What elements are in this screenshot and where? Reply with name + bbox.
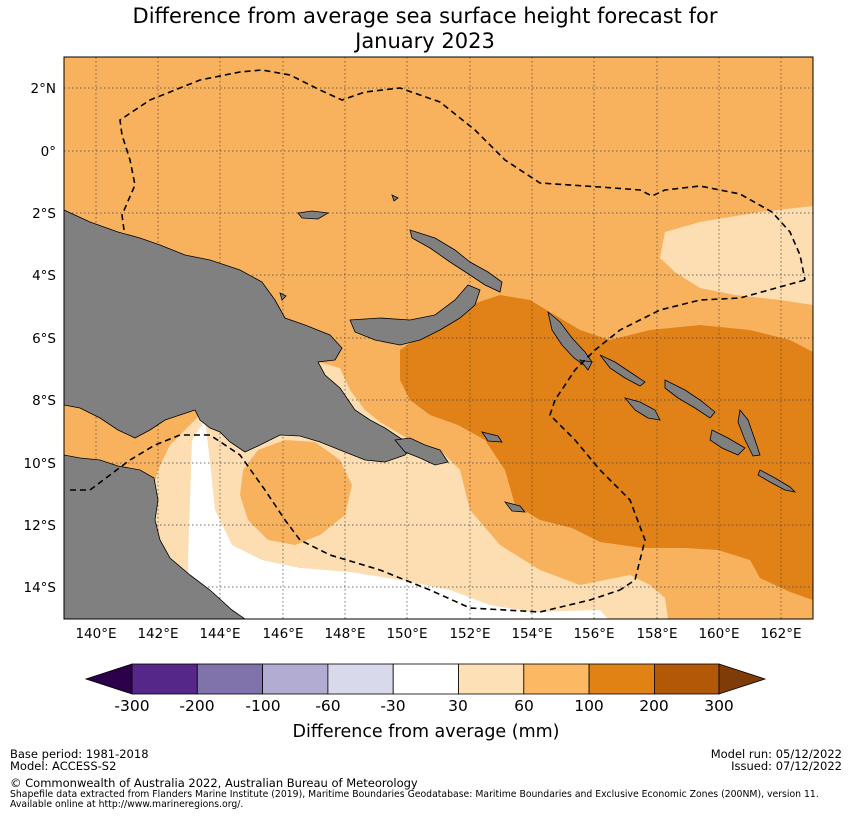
longitude-labels: 140°E 142°E 144°E 146°E 148°E 150°E 152°…: [75, 626, 801, 642]
solomon-makira: [757, 469, 797, 493]
maritime-boundaries: [70, 69, 806, 613]
colorbar-label: Difference from average (mm): [292, 722, 559, 742]
lat-label: 2°S: [32, 206, 56, 222]
lat-label: 2°N: [31, 81, 56, 97]
eez-boundary-south: [70, 434, 621, 613]
lat-label: 12°S: [24, 518, 57, 534]
solomon-santa-isabel: [664, 379, 716, 419]
map-panel: [64, 57, 813, 619]
fergusson-island: [481, 431, 503, 443]
colorbar-ticks: -300 -200 -100 -60 -30 30 60 100 200 300: [114, 697, 733, 715]
colorbar-segment: [654, 663, 720, 695]
colorbar-segment: [458, 663, 525, 695]
new-guinea-tail: [394, 437, 449, 466]
colorbar-tick: 30: [448, 697, 468, 715]
map-title: Difference from average sea surface heig…: [0, 4, 850, 54]
landmasses: [64, 194, 797, 619]
lon-label: 156°E: [573, 626, 614, 642]
title-line-2: January 2023: [355, 29, 495, 53]
colorbar-tick: 100: [574, 697, 604, 715]
solomon-guadalcanal: [709, 429, 746, 456]
lon-label: 152°E: [449, 626, 490, 642]
colorbar-tick: 200: [639, 697, 669, 715]
lat-label: 4°S: [32, 268, 56, 284]
lon-label: 158°E: [636, 626, 677, 642]
colorbar-tick: -300: [114, 697, 149, 715]
latitude-labels: 2°N 0° 2°S 4°S 6°S 8°S 10°S 12°S 14°S: [24, 81, 57, 596]
lon-label: 146°E: [262, 626, 303, 642]
colorbar-tick: -200: [179, 697, 214, 715]
manus-island: [297, 210, 330, 220]
colorbar-segment: [196, 663, 264, 695]
colorbar-segment: [131, 663, 198, 695]
anomaly-100-200-region: [400, 295, 813, 600]
eez-boundary-solomons: [549, 279, 806, 591]
colorbar-segment: [327, 663, 394, 695]
lon-label: 140°E: [75, 626, 116, 642]
lon-label: 144°E: [199, 626, 240, 642]
lon-label: 160°E: [698, 626, 739, 642]
colorbar-tick: -30: [380, 697, 405, 715]
colorbar-extend-high: [718, 663, 767, 695]
lon-label: 150°E: [386, 626, 427, 642]
issued-date: Issued: 07/12/2022: [731, 759, 842, 773]
small-island-1: [279, 292, 287, 301]
colorbar-segment: [262, 663, 329, 695]
lat-label: 14°S: [24, 580, 57, 596]
colorbar-segment: [588, 663, 655, 695]
lon-label: 148°E: [324, 626, 365, 642]
anomaly-60-100-pocket: [240, 440, 352, 545]
cape-york: [64, 454, 246, 619]
shapefile-credit-line-2: Available online at http://www.marinereg…: [10, 799, 244, 810]
colorbar-tick: 60: [514, 697, 534, 715]
colorbar-extend-low: [84, 663, 133, 695]
colorbar: [84, 663, 767, 695]
anomaly-30-60-east: [660, 206, 813, 305]
colorbar-tick: -60: [315, 697, 340, 715]
lat-label: 6°S: [32, 331, 56, 347]
lat-label: 0°: [41, 144, 56, 160]
lat-label: 10°S: [24, 456, 57, 472]
colorbar-tick: 300: [704, 697, 734, 715]
lon-label: 142°E: [137, 626, 178, 642]
map-frame: [63, 56, 814, 620]
solomon-new-georgia: [623, 397, 661, 421]
solomon-malaita: [737, 409, 761, 457]
solomon-choiseul: [599, 354, 646, 387]
new-britain-island: [349, 284, 481, 346]
lat-label: 8°S: [32, 393, 56, 409]
eez-boundary-png: [119, 69, 806, 281]
colorbar-segment: [392, 663, 459, 695]
model-run: Model run: 05/12/2022: [710, 747, 842, 761]
rossel-island: [503, 501, 526, 513]
base-period: Base period: 1981-2018: [10, 747, 149, 761]
small-island-2: [391, 194, 399, 202]
copyright-notice: © Commonwealth of Australia 2022, Austra…: [10, 776, 418, 790]
colorbar-segment: [523, 663, 590, 695]
lon-label: 162°E: [760, 626, 801, 642]
new-ireland-island: [409, 229, 503, 293]
colorbar-tick: -100: [245, 697, 280, 715]
shapefile-credit-line-1: Shapefile data extracted from Flanders M…: [10, 789, 819, 800]
model-name: Model: ACCESS-S2: [10, 759, 117, 773]
title-line-1: Difference from average sea surface heig…: [132, 4, 718, 28]
near-average-region: [188, 420, 608, 619]
lon-label: 154°E: [511, 626, 552, 642]
